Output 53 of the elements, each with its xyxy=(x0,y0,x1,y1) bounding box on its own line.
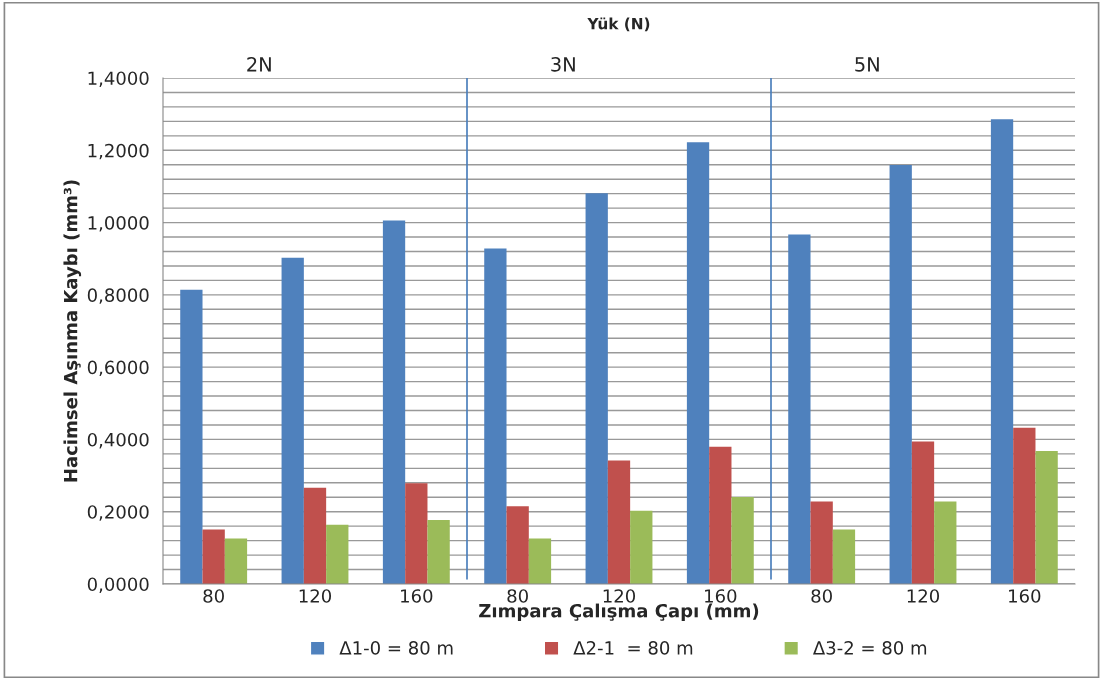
bar xyxy=(506,506,529,584)
bar xyxy=(810,501,833,584)
bar xyxy=(382,220,406,584)
bar xyxy=(405,483,428,584)
y-tick-label: 0,2000 xyxy=(87,505,149,521)
x-axis-title: Zımpara Çalışma Çapı (mm) xyxy=(479,603,759,622)
bar xyxy=(281,257,304,584)
bar xyxy=(911,441,935,584)
bar xyxy=(1035,450,1058,584)
y-tick-label: 1,2000 xyxy=(88,143,149,160)
x-tick-label: 120 xyxy=(907,589,940,603)
bar xyxy=(180,289,203,584)
bar xyxy=(224,538,248,584)
text: 5N xyxy=(855,57,879,72)
bar xyxy=(326,524,349,584)
bar xyxy=(528,538,552,584)
bar xyxy=(484,248,507,584)
x-tick-label: 160 xyxy=(1009,589,1041,603)
y-tick-label: 0,6000 xyxy=(87,360,149,377)
bar xyxy=(630,510,653,584)
bar xyxy=(686,142,710,584)
x-tick-label: 120 xyxy=(603,589,636,603)
bar xyxy=(607,460,631,584)
text: 3N xyxy=(551,56,575,72)
bar xyxy=(303,487,327,584)
y-tick-label: 1,0000 xyxy=(88,216,149,232)
bar xyxy=(731,496,754,584)
x-tick-label: 160 xyxy=(401,589,433,603)
y-tick-label: 0,4000 xyxy=(87,432,149,449)
legend-label: Δ2-1 = 80 m xyxy=(573,641,693,655)
bar xyxy=(990,119,1014,584)
legend-label: Δ1-0 = 80 m xyxy=(339,641,453,655)
bar xyxy=(889,165,912,584)
bar xyxy=(934,501,957,584)
x-tick-label: 120 xyxy=(299,589,332,603)
x-tick-label: 160 xyxy=(705,589,737,603)
bar xyxy=(832,529,856,584)
bar xyxy=(202,529,225,584)
bar xyxy=(585,193,608,584)
bar xyxy=(427,520,450,584)
y-axis-title: Hacimsel Aşınma Kaybı (mm³) xyxy=(63,180,82,482)
x-tick-label: 80 xyxy=(203,589,224,603)
x-tick-label: 80 xyxy=(507,589,528,603)
y-tick-label: 0,0000 xyxy=(87,577,149,593)
text: 2N xyxy=(247,56,271,72)
y-tick-label: 0,8000 xyxy=(87,288,149,304)
bar xyxy=(709,446,732,584)
y-tick-label: 1,4000 xyxy=(88,71,149,87)
legend-label: Δ3-2 = 80 m xyxy=(813,641,927,655)
x-tick-label: 80 xyxy=(811,589,832,603)
bar xyxy=(788,234,811,584)
bar xyxy=(1013,427,1036,584)
text: Yük (N) xyxy=(587,17,650,32)
